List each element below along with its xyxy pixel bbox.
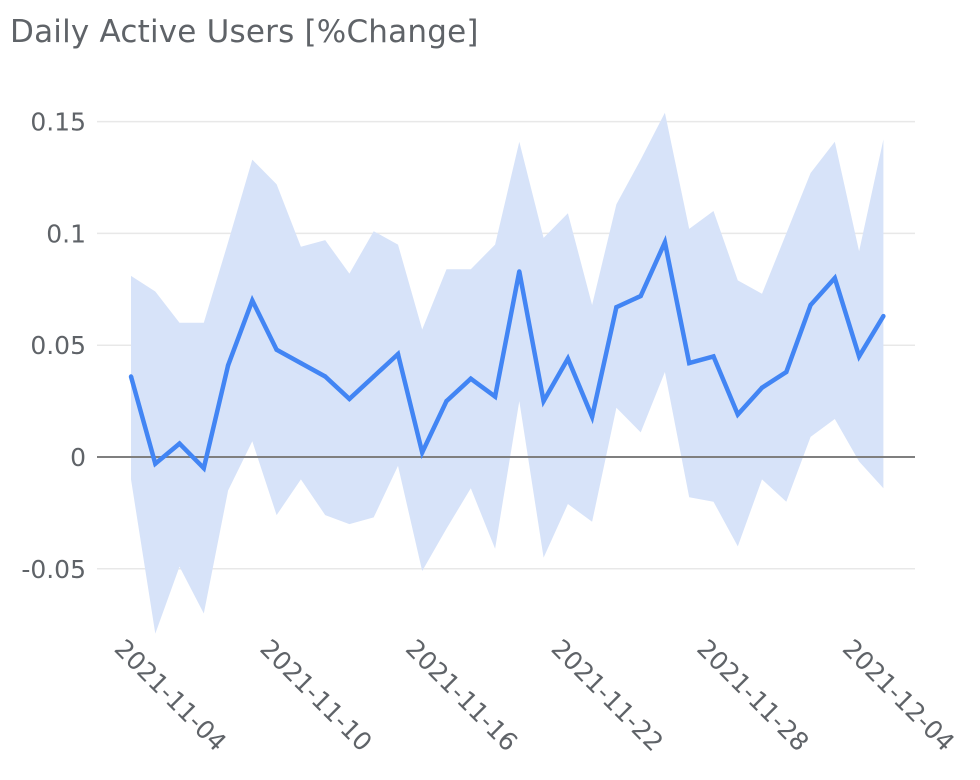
series-line: [128, 234, 886, 473]
data-point: [225, 363, 231, 368]
chart-title: Daily Active Users [%Change]: [10, 14, 479, 50]
data-point: [784, 369, 789, 375]
data-point: [395, 351, 401, 357]
data-point: [832, 275, 837, 281]
series-line-layer: [128, 234, 886, 473]
y-tick-label: 0.05: [30, 331, 86, 360]
y-tick-label: -0.05: [21, 555, 86, 584]
x-axis-tick-labels: 2021-11-04 2021-11-10 2021-11-16 2021-11-22…: [109, 634, 960, 757]
data-point: [856, 354, 862, 359]
y-tick-label: 0: [70, 443, 86, 472]
y-tick-label: 0.15: [30, 108, 86, 137]
x-tick-label: 2021-11-22: [546, 634, 669, 757]
data-point: [153, 461, 158, 466]
data-point: [201, 466, 206, 471]
data-point: [298, 360, 304, 366]
data-point: [323, 374, 328, 379]
x-tick-label: 2021-11-10: [254, 634, 377, 757]
data-point: [662, 240, 668, 245]
x-tick-label: 2021-12-04: [837, 634, 960, 757]
data-point: [759, 385, 765, 390]
data-point: [274, 347, 279, 352]
data-point: [250, 298, 255, 303]
data-point: [687, 360, 692, 366]
data-point: [735, 412, 740, 417]
data-point: [589, 414, 595, 419]
confidence-band-layer: [131, 112, 884, 634]
confidence-band: [131, 112, 884, 634]
data-point: [638, 293, 643, 299]
y-tick-label: 0.1: [46, 219, 86, 248]
x-tick-label: 2021-11-16: [400, 634, 523, 757]
data-point: [420, 450, 425, 455]
data-point: [177, 441, 182, 446]
data-point: [444, 398, 449, 404]
x-tick-label: 2021-11-28: [691, 634, 814, 757]
data-point: [492, 394, 498, 399]
data-point: [808, 302, 813, 308]
y-axis-tick-labels: 0.15 0.1 0.05 0 -0.05: [21, 108, 86, 584]
data-point: [371, 374, 376, 379]
data-point: [468, 376, 473, 381]
data-point: [517, 269, 522, 274]
data-point: [347, 396, 352, 402]
data-point: [881, 313, 886, 319]
data-point: [128, 374, 134, 379]
data-point: [614, 305, 619, 310]
data-point: [565, 356, 571, 361]
data-point: [711, 354, 716, 359]
data-point: [541, 398, 546, 404]
x-tick-label: 2021-11-04: [109, 634, 232, 757]
